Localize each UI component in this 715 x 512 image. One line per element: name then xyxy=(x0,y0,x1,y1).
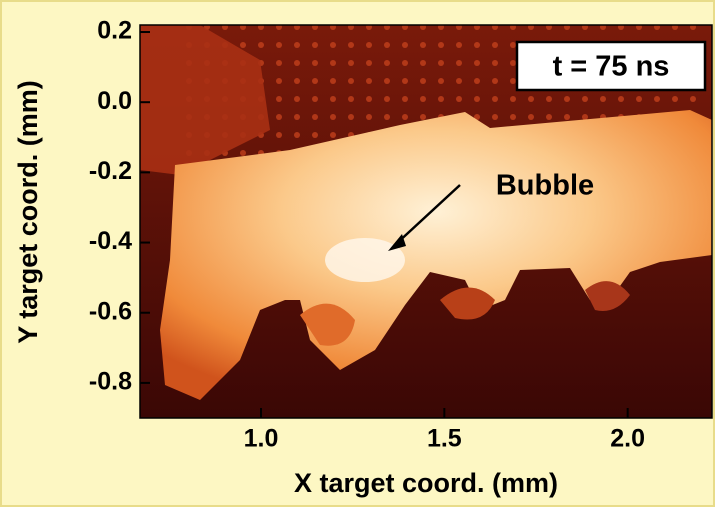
x-tick-label: 2.0 xyxy=(610,425,645,453)
bubble-label: Bubble xyxy=(496,170,594,202)
x-tick-label: 1.0 xyxy=(244,425,279,453)
y-axis-label: Y target coord. (mm) xyxy=(13,80,43,344)
y-tick-label: -0.4 xyxy=(89,227,132,255)
y-tick-label: -0.8 xyxy=(89,368,132,396)
y-tick-label: 0.0 xyxy=(97,87,132,115)
y-tick-label: 0.2 xyxy=(97,17,132,45)
time-label: t = 75 ns xyxy=(553,51,670,83)
x-tick-label: 1.5 xyxy=(427,425,462,453)
chart: t = 75 ns Bubble X target coord. (mm) Y … xyxy=(0,0,715,507)
y-tick-label: -0.6 xyxy=(89,297,132,325)
y-tick-label: -0.2 xyxy=(89,157,132,185)
x-axis-label: X target coord. (mm) xyxy=(294,468,558,498)
page: t = 75 ns Bubble X target coord. (mm) Y … xyxy=(0,0,715,512)
